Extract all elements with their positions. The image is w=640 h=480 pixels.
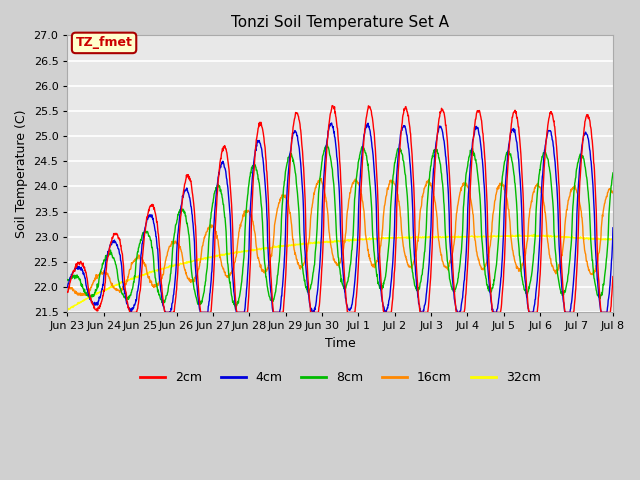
Y-axis label: Soil Temperature (C): Soil Temperature (C) [15,109,28,238]
X-axis label: Time: Time [325,337,356,350]
Title: Tonzi Soil Temperature Set A: Tonzi Soil Temperature Set A [231,15,449,30]
Legend: 2cm, 4cm, 8cm, 16cm, 32cm: 2cm, 4cm, 8cm, 16cm, 32cm [135,366,546,389]
Text: TZ_fmet: TZ_fmet [76,36,132,49]
